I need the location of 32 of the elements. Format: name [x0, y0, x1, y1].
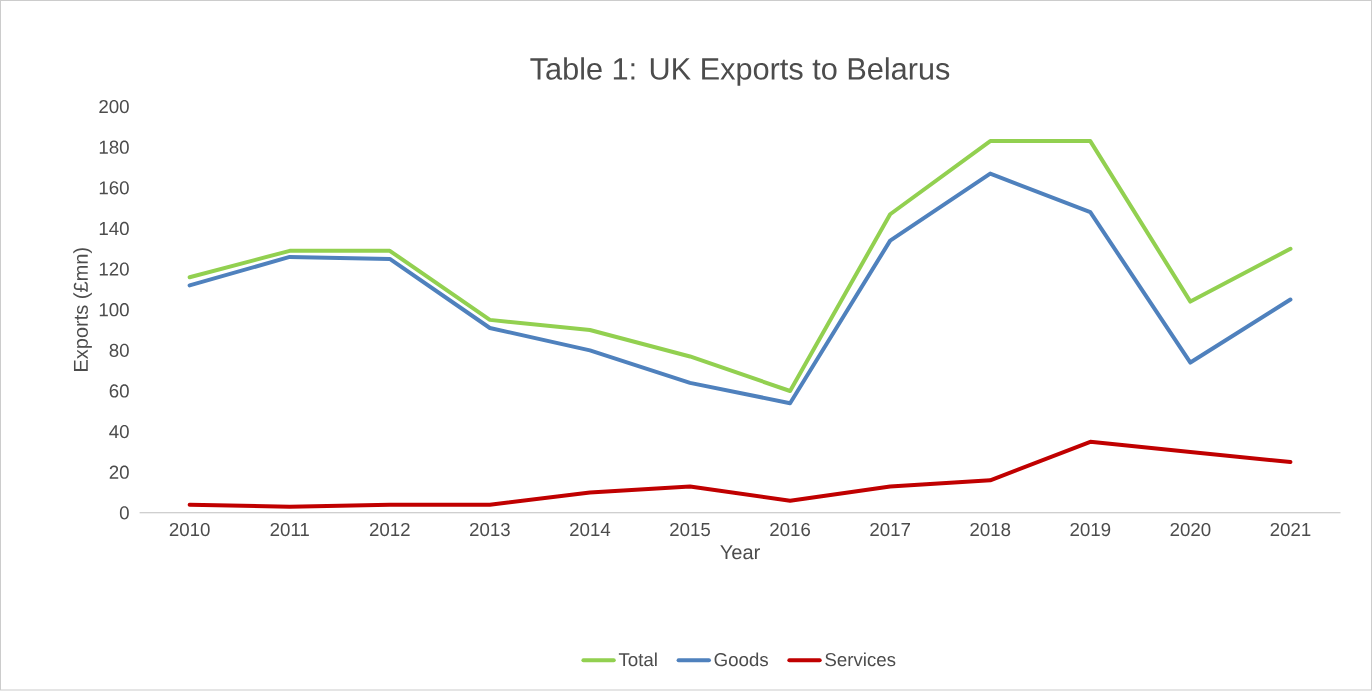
chart-title: Table 1: UK Exports to Belarus: [530, 57, 950, 87]
line-series: [187, 171, 1293, 406]
y-tick-label: 80: [109, 343, 129, 358]
x-axis-title: Year: [720, 545, 760, 560]
y-tick-label: 200: [99, 100, 129, 114]
y-tick-label: 120: [99, 262, 129, 276]
x-tick-label: 2010: [169, 523, 210, 537]
x-tick-label: 2012: [369, 523, 410, 537]
x-tick-label: 2015: [670, 523, 710, 537]
y-tick-label: 60: [109, 384, 129, 398]
y-tick-label: 0: [119, 506, 129, 520]
x-tick-label: 2021: [1270, 523, 1311, 537]
line-series: [187, 139, 1293, 394]
x-tick-label: 2014: [570, 523, 611, 537]
y-tick-label: 160: [99, 181, 129, 195]
y-axis-title: Exports (£mn): [73, 248, 92, 372]
y-tick-label: 140: [99, 222, 129, 236]
x-tick-label: 2011: [270, 523, 309, 537]
x-tick-label: 2019: [1070, 523, 1111, 537]
legend-label: Goods: [714, 652, 768, 667]
y-tick-label: 180: [99, 140, 129, 155]
x-tick-label: 2016: [770, 523, 811, 537]
x-tick-label: 2020: [1170, 523, 1211, 537]
legend-label: Services: [825, 652, 896, 667]
x-tick-label: 2018: [970, 523, 1011, 537]
x-tick-label: 2017: [870, 523, 910, 537]
y-tick-label: 20: [109, 465, 129, 480]
y-tick-label: 40: [109, 425, 129, 439]
x-tick-label: 2013: [470, 523, 510, 537]
legend-label: Total: [618, 652, 657, 667]
line-series: [187, 440, 1293, 510]
y-tick-label: 100: [99, 303, 129, 317]
